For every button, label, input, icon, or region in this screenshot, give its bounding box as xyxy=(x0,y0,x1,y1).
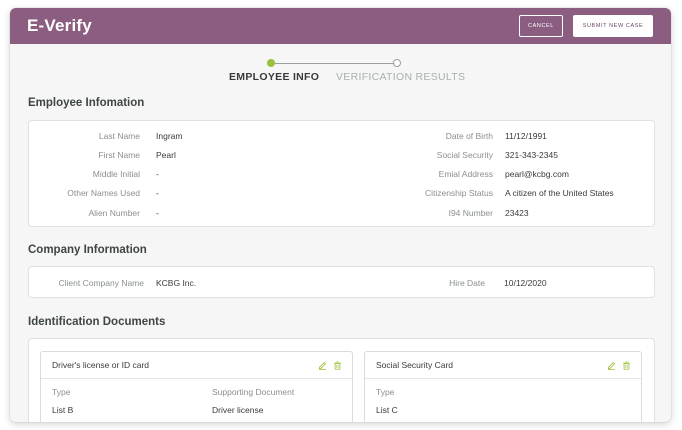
document-title: Social Security Card xyxy=(376,360,454,370)
field-label: Type xyxy=(52,387,71,397)
field-label: Client Company Name xyxy=(58,278,144,288)
employee-info-card: Last Name Ingram First Name Pearl Middle… xyxy=(28,120,655,227)
field-value: A citizen of the United States xyxy=(505,188,614,198)
documents-section-title: Identification Documents xyxy=(28,316,166,328)
document-card-header: Driver's license or ID card xyxy=(41,352,352,379)
cancel-button[interactable]: CANCEL xyxy=(519,15,563,37)
field-label: I94 Number xyxy=(448,208,493,218)
edit-icon[interactable] xyxy=(318,361,327,370)
step-verification-results[interactable]: VERIFICATION RESULTS xyxy=(336,71,466,83)
supporting-document-field: Supporting Document Driver license xyxy=(212,387,294,415)
field-alien-number: Alien Number - xyxy=(29,208,159,218)
field-label: Middle Initial xyxy=(92,169,140,179)
field-value: - xyxy=(156,208,159,218)
edit-icon[interactable] xyxy=(607,361,616,370)
employee-section-title: Employee Infomation xyxy=(28,97,145,109)
field-value: - xyxy=(156,188,159,198)
document-card-drivers-license: Driver's license or ID card xyxy=(40,351,353,422)
field-date-of-birth: Date of Birth 11/12/1991 xyxy=(359,131,547,141)
field-label: Social Security xyxy=(436,150,493,160)
field-value: Driver license xyxy=(212,405,264,415)
field-first-name: First Name Pearl xyxy=(29,150,176,160)
field-value: Pearl xyxy=(156,150,176,160)
step-dot-active xyxy=(267,59,275,67)
field-value: Ingram xyxy=(156,131,183,141)
field-label: First Name xyxy=(98,150,140,160)
document-actions xyxy=(607,360,631,370)
field-label: Type xyxy=(376,387,395,397)
company-info-card: Client Company Name KCBG Inc. Hire Date … xyxy=(28,266,655,298)
document-type-field: Type List B xyxy=(52,387,73,415)
progress-stepper: EMPLOYEE INFO VERIFICATION RESULTS xyxy=(10,58,671,98)
field-value: KCBG Inc. xyxy=(156,278,197,288)
field-citizenship-status: Citizenship Status A citizen of the Unit… xyxy=(359,188,614,198)
document-type-field: Type List C xyxy=(376,387,398,415)
field-label: Supporting Document xyxy=(212,387,295,397)
trash-icon[interactable] xyxy=(333,360,342,370)
submit-new-case-button[interactable]: SUBMIT NEW CASE xyxy=(573,15,653,37)
field-i94-number: I94 Number 23423 xyxy=(359,208,529,218)
field-label: Last Name xyxy=(98,131,140,141)
field-label: Other Names Used xyxy=(67,188,140,198)
field-value: 11/12/1991 xyxy=(505,131,547,141)
documents-card: Driver's license or ID card xyxy=(28,338,655,422)
field-hire-date: Hire Date 10/12/2020 xyxy=(359,278,547,288)
field-value: - xyxy=(156,169,159,179)
document-card-header: Social Security Card xyxy=(365,352,641,379)
field-label: Alien Number xyxy=(88,208,141,218)
field-client-company-name: Client Company Name KCBG Inc. xyxy=(29,278,196,288)
document-actions xyxy=(318,360,342,370)
app-header: E-Verify CANCEL SUBMIT NEW CASE xyxy=(10,8,671,44)
document-title: Driver's license or ID card xyxy=(52,360,150,370)
app-title: E-Verify xyxy=(27,16,92,35)
field-label: Emial Address xyxy=(438,169,493,179)
field-label: Citizenship Status xyxy=(424,188,493,198)
field-value: List B xyxy=(52,405,74,415)
document-card-social-security: Social Security Card Type xyxy=(364,351,642,422)
field-middle-initial: Middle Initial - xyxy=(29,169,159,179)
header-actions: CANCEL SUBMIT NEW CASE xyxy=(519,15,653,37)
field-label: Hire Date xyxy=(449,278,485,288)
field-value: pearl@kcbg.com xyxy=(505,169,569,179)
field-value: 321-343-2345 xyxy=(505,150,558,160)
step-dot-inactive xyxy=(393,59,401,67)
field-last-name: Last Name Ingram xyxy=(29,131,183,141)
field-email-address: Emial Address pearl@kcbg.com xyxy=(359,169,569,179)
field-value: 10/12/2020 xyxy=(504,278,547,288)
field-value: 23423 xyxy=(505,208,529,218)
stepper-line xyxy=(272,63,397,64)
trash-icon[interactable] xyxy=(622,360,631,370)
field-other-names: Other Names Used - xyxy=(29,188,159,198)
field-value: List C xyxy=(376,405,398,415)
company-section-title: Company Information xyxy=(28,244,147,256)
step-employee-info[interactable]: EMPLOYEE INFO xyxy=(229,71,320,83)
app-window: E-Verify CANCEL SUBMIT NEW CASE EMPLOYEE… xyxy=(10,8,671,422)
field-label: Date of Birth xyxy=(445,131,493,141)
field-social-security: Social Security 321-343-2345 xyxy=(359,150,558,160)
